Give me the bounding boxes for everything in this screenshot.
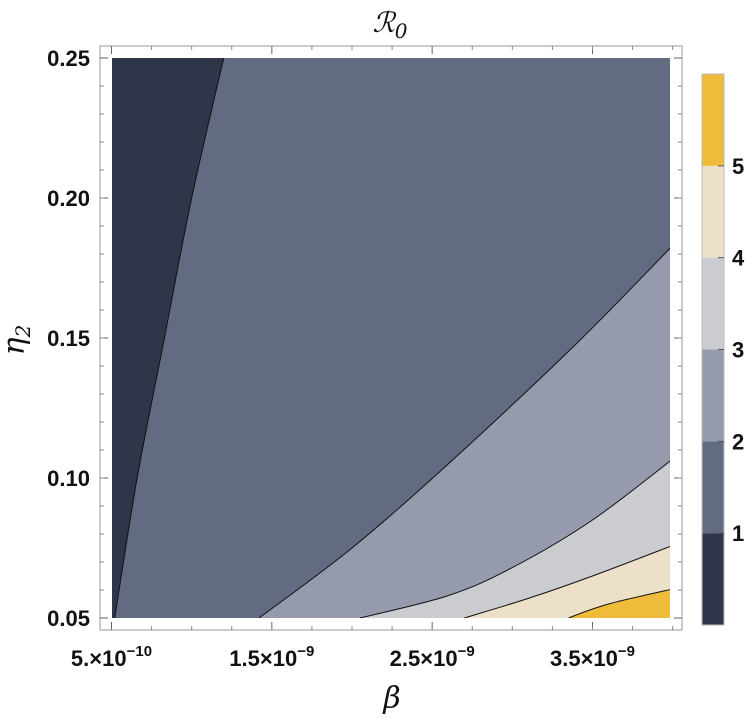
contour-line-5	[568, 589, 670, 618]
y-tick-labels: 0.05 0.10 0.15 0.20 0.25	[47, 46, 90, 631]
x-axis-title: β	[382, 681, 400, 716]
x-tick-times: ×	[420, 646, 433, 671]
x-tick-exponent: −9	[618, 643, 635, 660]
colorbar-segment-0	[702, 533, 724, 625]
x-tick-label: 3.5×10−9	[550, 643, 635, 671]
contour-region-2	[259, 248, 670, 618]
x-tick-times: ×	[581, 646, 594, 671]
contour-region-4	[464, 546, 670, 618]
x-tick-times: ×	[89, 646, 102, 671]
y-tick-label: 0.10	[47, 466, 90, 491]
x-tick-mantissa: 2.5	[390, 646, 421, 671]
y-axis-title: η2	[0, 325, 35, 356]
colorbar-label: 4	[732, 246, 745, 271]
colorbar-segment-4	[702, 165, 724, 258]
contour-region-0	[112, 58, 224, 618]
chart-title: ℛ0	[372, 6, 407, 43]
x-tick-base: 10	[433, 646, 457, 671]
x-tick-mantissa: 5.	[71, 646, 89, 671]
x-tick-exponent: −9	[297, 643, 314, 660]
x-tick-label: 5.×10−10	[71, 643, 152, 671]
x-tick-mantissa: 1.5	[229, 646, 260, 671]
y-tick-label: 0.15	[47, 326, 90, 351]
chart-title-subscript: 0	[395, 19, 408, 43]
contour-region-3	[360, 461, 670, 618]
x-tick-base: 10	[273, 646, 297, 671]
contour-line-2	[258, 247, 670, 618]
plot-area	[112, 58, 670, 618]
colorbar-segment-2	[702, 349, 724, 442]
x-tick-labels: 5.×10−10 1.5×10−9 2.5×10−9 3.5×10−9	[71, 643, 635, 671]
x-tick-label: 2.5×10−9	[390, 643, 475, 671]
x-tick-exponent: −9	[458, 643, 475, 660]
contour-line-3	[359, 460, 670, 618]
y-axis-title-subscript: 2	[11, 325, 35, 339]
colorbar-label: 3	[732, 338, 744, 363]
colorbar: 1 2 3 4 5	[701, 73, 745, 626]
y-tick-label: 0.20	[47, 186, 90, 211]
x-tick-exponent: −10	[127, 643, 152, 660]
y-tick-label: 0.05	[47, 606, 90, 631]
colorbar-label: 1	[732, 521, 744, 546]
x-tick-times: ×	[260, 646, 273, 671]
x-tick-base: 10	[102, 646, 126, 671]
colorbar-label: 2	[732, 429, 744, 454]
tick-marks	[100, 46, 682, 630]
contour-line-4	[464, 545, 670, 618]
y-tick-label: 0.25	[47, 46, 90, 71]
x-tick-label: 1.5×10−9	[229, 643, 314, 671]
x-tick-mantissa: 3.5	[550, 646, 581, 671]
colorbar-segment-1	[702, 441, 724, 534]
colorbar-segment-5	[702, 74, 724, 166]
colorbar-segment-3	[702, 257, 724, 350]
colorbar-label: 5	[732, 154, 744, 179]
x-tick-base: 10	[593, 646, 617, 671]
contour-region-1	[114, 58, 670, 618]
contour-region-5	[568, 589, 670, 618]
contour-line-1	[114, 58, 225, 618]
